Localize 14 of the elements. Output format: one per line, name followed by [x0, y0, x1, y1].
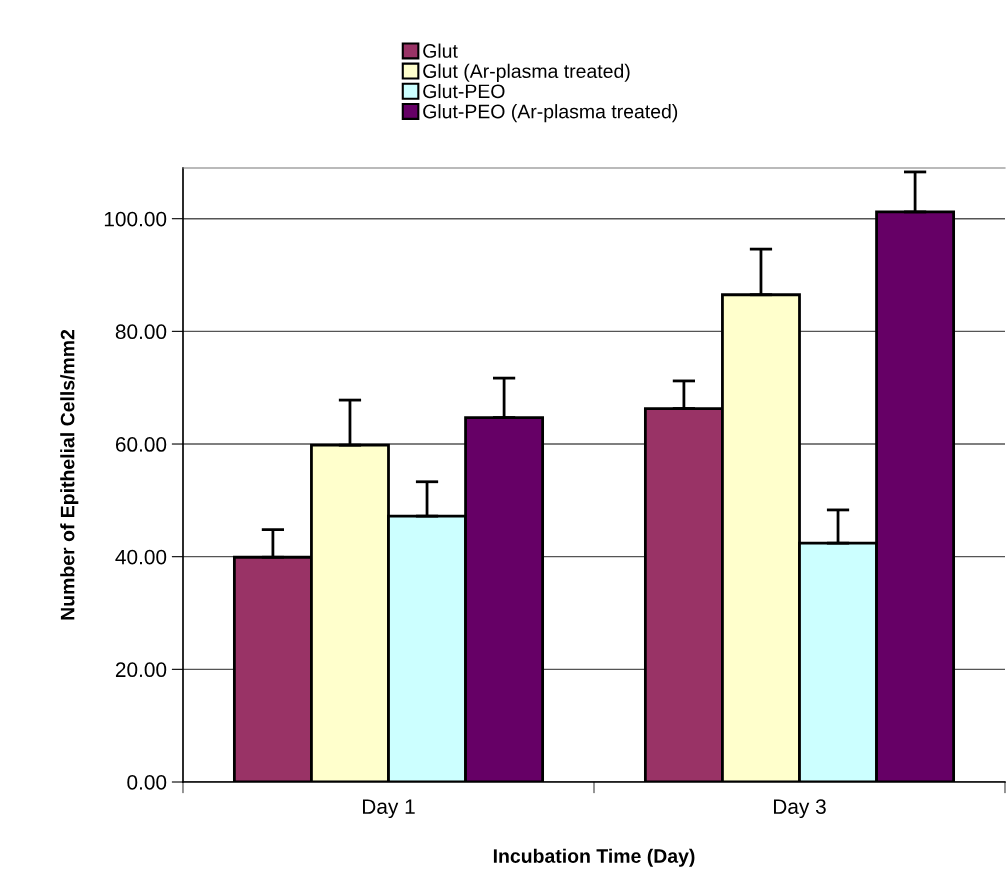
y-tick-label: 40.00: [115, 549, 167, 565]
legend-label: Glut: [423, 43, 458, 58]
y-tick-label: 0.00: [127, 775, 167, 790]
x-tick-label: Day 1: [363, 799, 415, 819]
y-tick-label: 100.00: [104, 211, 167, 227]
y-tick-label: 80.00: [115, 324, 167, 340]
x-tick-label: Day 3: [774, 799, 826, 819]
legend-label: Glut (Ar-plasma treated): [423, 63, 630, 82]
y-tick-label: 60.00: [115, 437, 167, 452]
y-tick-label: 20.00: [115, 662, 167, 678]
legend-label: Glut-PEO: [423, 83, 505, 99]
y-axis-title: Number of Epithelial Cells/mm2: [60, 329, 79, 620]
x-axis-title: Incubation Time (Day): [493, 848, 695, 867]
legend-label: Glut-PEO (Ar-plasma treated): [423, 104, 678, 123]
